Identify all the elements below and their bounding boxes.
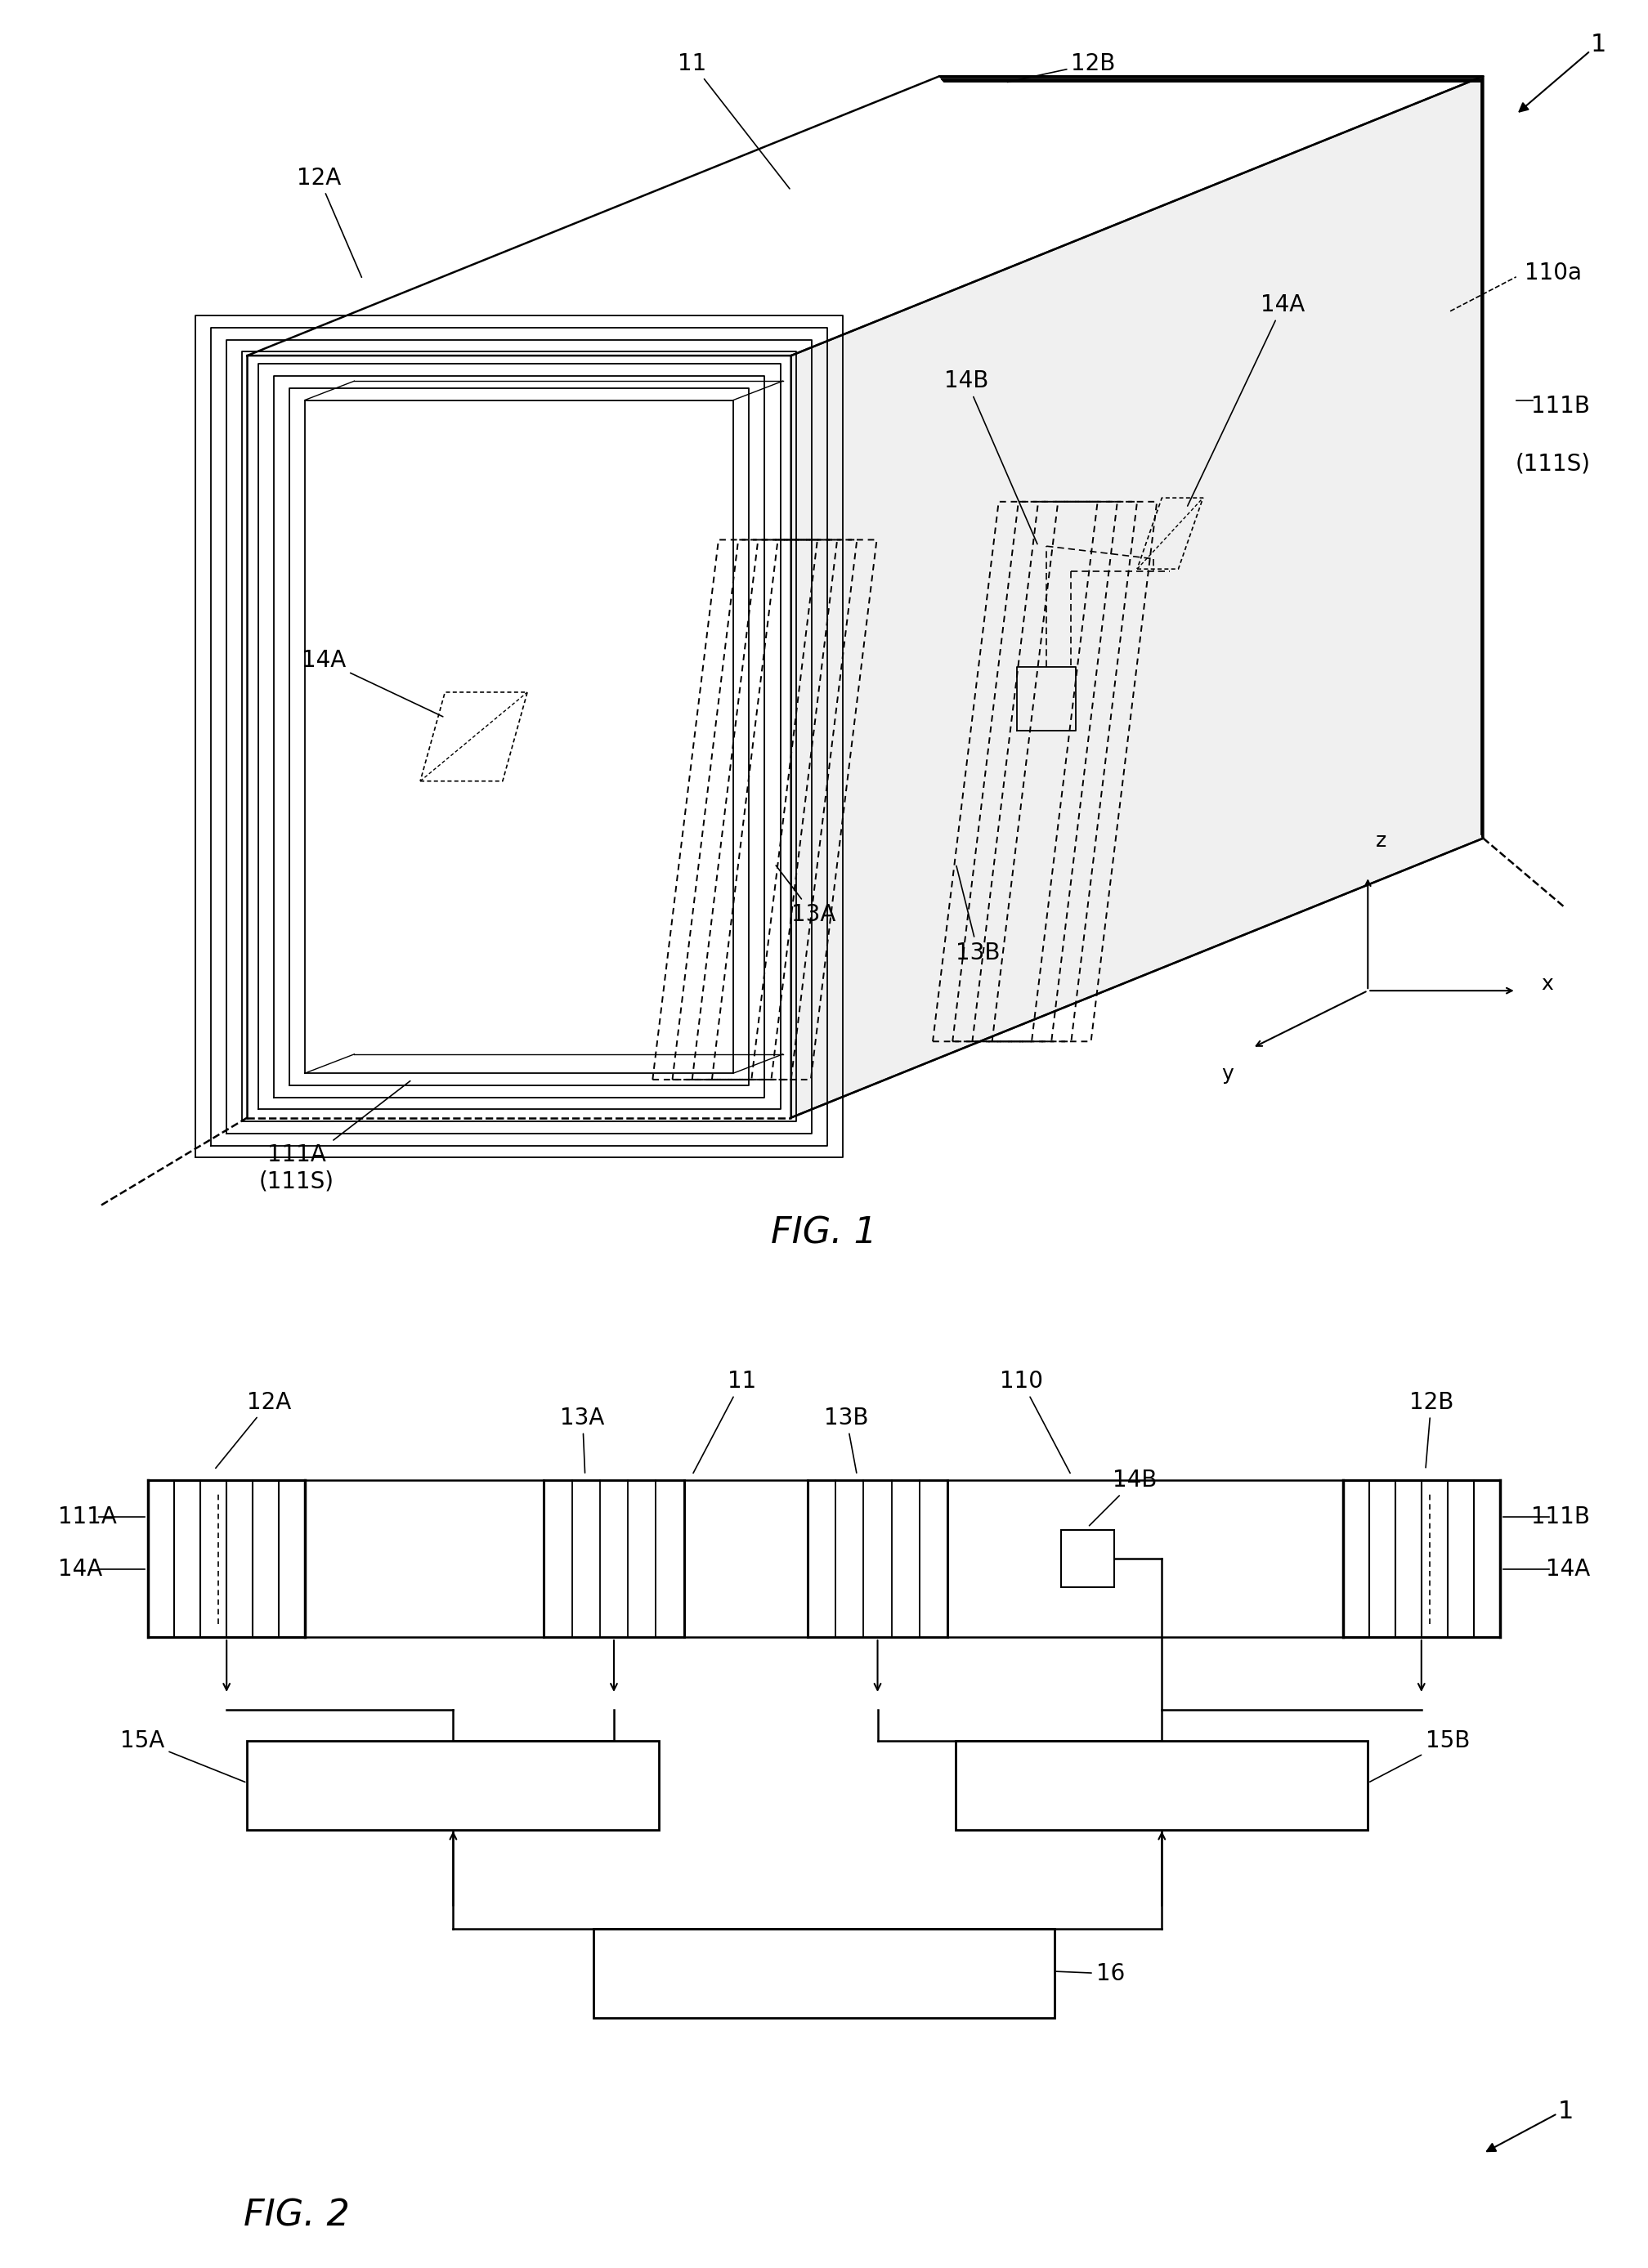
Bar bbox=[956, 1742, 1368, 1830]
Text: 11: 11 bbox=[694, 1370, 756, 1474]
Text: 110a: 110a bbox=[1524, 261, 1582, 284]
Polygon shape bbox=[305, 399, 733, 1073]
Text: 14A: 14A bbox=[1546, 1558, 1590, 1581]
Text: DRIVER CIRCUIT: DRIVER CIRCUIT bbox=[1079, 1776, 1244, 1796]
Text: 12A: 12A bbox=[216, 1390, 292, 1467]
Text: 111B: 111B bbox=[1531, 1506, 1590, 1529]
Polygon shape bbox=[247, 77, 1483, 356]
Text: z: z bbox=[1376, 832, 1388, 850]
Text: 14B: 14B bbox=[944, 370, 1037, 544]
Text: 11: 11 bbox=[677, 52, 789, 188]
Text: 16: 16 bbox=[1040, 1962, 1124, 1984]
Text: y: y bbox=[1221, 1064, 1234, 1084]
Text: 12B: 12B bbox=[1409, 1390, 1454, 1467]
Text: 14A: 14A bbox=[58, 1558, 102, 1581]
Bar bbox=[1061, 1531, 1114, 1588]
Text: 13A: 13A bbox=[776, 866, 836, 925]
Text: 15A: 15A bbox=[120, 1730, 246, 1783]
Text: 13B: 13B bbox=[956, 866, 1000, 964]
Bar bbox=[593, 1928, 1055, 2019]
Text: 15B: 15B bbox=[1369, 1730, 1470, 1783]
Polygon shape bbox=[791, 77, 1483, 1118]
Text: CONTROL UNIT: CONTROL UNIT bbox=[747, 1964, 901, 1982]
Text: x: x bbox=[1541, 975, 1552, 993]
Text: 12B: 12B bbox=[1007, 52, 1116, 82]
Text: FIG. 1: FIG. 1 bbox=[771, 1216, 877, 1252]
Text: 111A: 111A bbox=[58, 1506, 117, 1529]
Text: (111S): (111S) bbox=[1515, 451, 1590, 474]
Text: 1: 1 bbox=[1557, 2100, 1574, 2123]
Text: 13B: 13B bbox=[824, 1406, 868, 1472]
Text: 12A: 12A bbox=[297, 166, 361, 277]
Text: 111A
(111S): 111A (111S) bbox=[259, 1082, 410, 1193]
Text: 111B: 111B bbox=[1531, 395, 1590, 417]
Text: 110: 110 bbox=[1000, 1370, 1070, 1474]
Text: 14B: 14B bbox=[1089, 1470, 1157, 1526]
Text: 14A: 14A bbox=[1188, 293, 1305, 506]
Bar bbox=[247, 1742, 659, 1830]
Text: 1: 1 bbox=[1590, 32, 1607, 57]
Text: DRIVER CIRCUIT: DRIVER CIRCUIT bbox=[371, 1776, 536, 1796]
Text: 13A: 13A bbox=[560, 1406, 605, 1472]
Text: 14A: 14A bbox=[302, 649, 443, 717]
Text: FIG. 2: FIG. 2 bbox=[244, 2198, 349, 2234]
